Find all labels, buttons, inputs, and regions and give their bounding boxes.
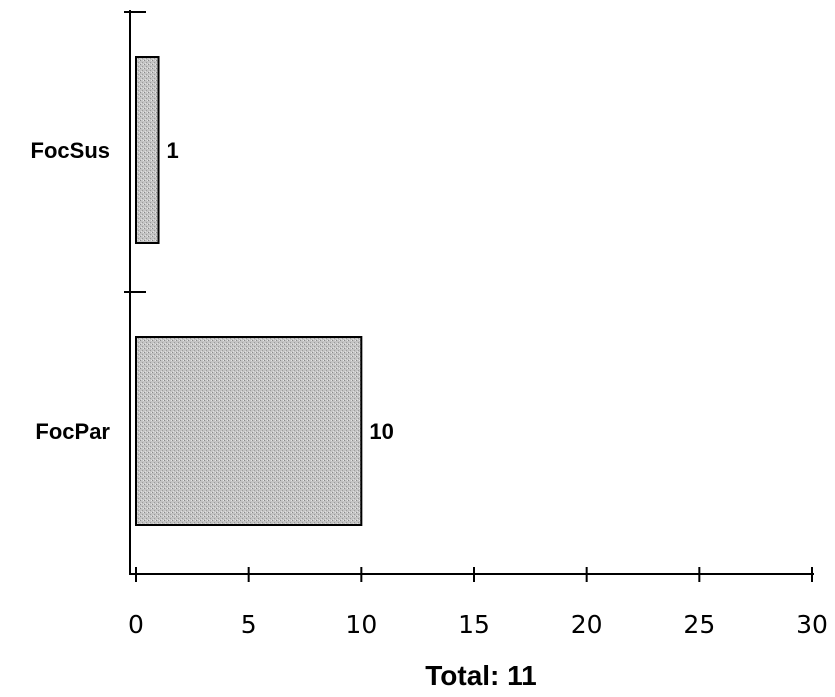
x-tick-label: 30 (796, 610, 828, 639)
x-tick-label: 10 (345, 610, 377, 639)
x-axis-ticks: 0 5 10 15 20 25 30 (128, 567, 828, 639)
x-tick-label: 20 (571, 610, 603, 639)
category-label-focpar: FocPar (35, 419, 110, 444)
x-tick-label: 15 (458, 610, 490, 639)
data-label-focsus: 1 (167, 138, 179, 163)
category-label-focsus: FocSus (31, 138, 110, 163)
data-label-focpar: 10 (369, 419, 393, 444)
x-tick-label: 0 (128, 610, 144, 639)
category-labels: FocSus 1 FocPar 10 (31, 138, 394, 444)
bar-focsus (135, 56, 160, 244)
bar-focpar (135, 336, 363, 526)
bars-group (135, 56, 363, 526)
x-tick-label: 5 (241, 610, 257, 639)
x-axis-title: Total: 11 (425, 660, 537, 691)
x-tick-label: 25 (683, 610, 715, 639)
